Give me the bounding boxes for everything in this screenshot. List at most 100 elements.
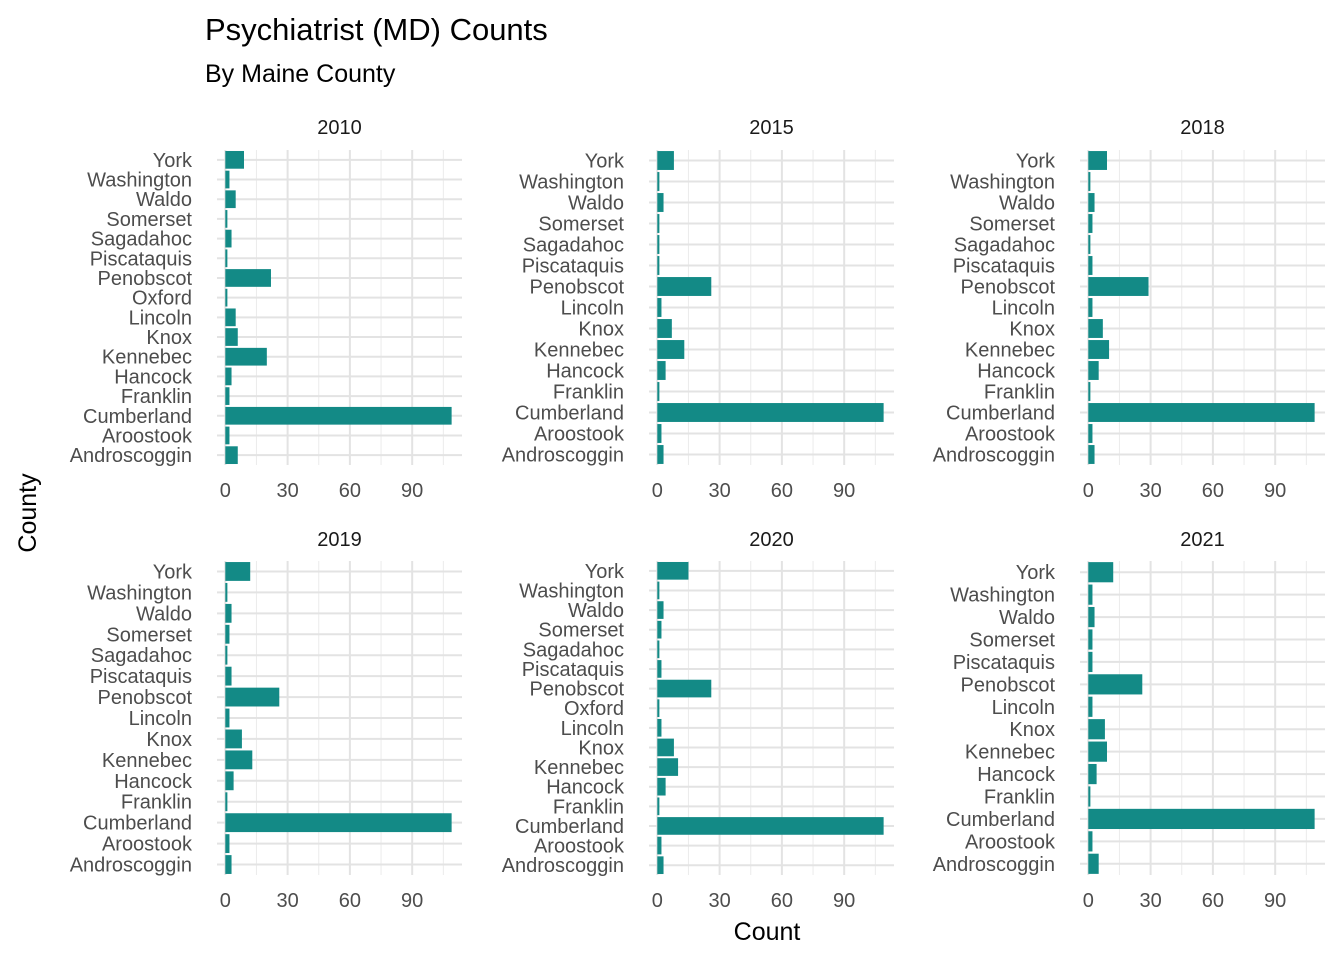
x-tick-label: 60	[771, 890, 793, 912]
y-tick-label: Lincoln	[992, 298, 1055, 320]
y-tick-label: Hancock	[114, 366, 193, 388]
bar-sagadahoc	[657, 640, 660, 659]
y-tick-label: Knox	[146, 327, 192, 349]
y-tick-label: York	[1016, 562, 1056, 584]
x-tick-label: 60	[1202, 890, 1224, 912]
y-tick-label: Knox	[1009, 319, 1055, 341]
y-tick-label: Franklin	[553, 796, 624, 818]
bar-piscataquis	[1088, 651, 1093, 673]
bar-franklin	[225, 792, 228, 812]
bar-aroostook	[657, 424, 662, 443]
x-tick-label: 60	[771, 480, 793, 502]
bar-cumberland	[225, 406, 452, 425]
bar-kennebec	[225, 347, 267, 366]
y-axis-title: County	[14, 473, 42, 553]
y-tick-label: Waldo	[136, 603, 192, 625]
y-tick-label: Oxford	[132, 288, 192, 310]
facet-label: 2020	[749, 529, 794, 551]
bar-penobscot	[1088, 674, 1143, 695]
bar-kennebec	[657, 340, 685, 359]
x-tick-label: 90	[833, 890, 855, 912]
bar-penobscot	[1088, 277, 1149, 296]
bar-kennebec	[225, 750, 253, 770]
bar-androscoggin	[1088, 853, 1099, 874]
y-tick-label: Kennebec	[534, 757, 624, 779]
facet-label: 2021	[1180, 529, 1225, 551]
y-tick-label: Sagadahoc	[91, 229, 192, 251]
y-tick-label: Penobscot	[960, 277, 1055, 299]
y-tick-label: Aroostook	[102, 425, 193, 447]
y-tick-label: Washington	[950, 172, 1055, 194]
facet-label: 2015	[749, 117, 794, 139]
x-tick-label: 90	[833, 480, 855, 502]
bar-piscataquis	[657, 660, 662, 678]
y-tick-label: Hancock	[546, 777, 625, 799]
y-tick-label: Aroostook	[965, 831, 1056, 853]
y-tick-label: Kennebec	[102, 750, 192, 772]
bar-aroostook	[225, 426, 230, 445]
y-tick-label: Cumberland	[946, 403, 1055, 425]
x-tick-label: 0	[652, 480, 663, 502]
bar-waldo	[225, 190, 236, 209]
bar-androscoggin	[225, 446, 238, 465]
bar-cumberland	[1088, 403, 1315, 422]
y-tick-label: Somerset	[106, 624, 192, 646]
y-tick-label: Somerset	[969, 214, 1055, 236]
y-tick-label: Hancock	[546, 361, 625, 383]
x-tick-label: 90	[401, 480, 423, 502]
bar-lincoln	[657, 718, 662, 737]
bar-york	[1088, 562, 1114, 583]
bar-sagadahoc	[225, 229, 232, 248]
y-tick-label: Aroostook	[102, 834, 193, 856]
bar-lincoln	[1088, 696, 1093, 717]
y-tick-label: Piscataquis	[953, 256, 1055, 278]
y-tick-label: Washington	[519, 580, 624, 602]
bar-somerset	[1088, 214, 1093, 233]
bar-knox	[657, 738, 674, 757]
bar-hancock	[225, 771, 234, 791]
y-tick-label: Cumberland	[946, 809, 1055, 831]
facet-label: 2019	[317, 529, 362, 551]
bar-sagadahoc	[1088, 235, 1091, 254]
y-tick-label: Androscoggin	[70, 855, 192, 877]
bar-franklin	[657, 382, 660, 401]
bar-lincoln	[657, 298, 662, 317]
y-tick-label: Knox	[1009, 719, 1055, 741]
bar-androscoggin	[225, 855, 232, 874]
y-tick-label: Franklin	[553, 382, 624, 404]
bar-cumberland	[657, 817, 884, 835]
y-tick-label: Kennebec	[534, 340, 624, 362]
bar-somerset	[657, 214, 660, 233]
bar-penobscot	[657, 679, 712, 698]
bar-penobscot	[225, 269, 271, 287]
bar-penobscot	[657, 277, 712, 296]
y-tick-label: Franklin	[121, 386, 192, 408]
x-tick-label: 90	[401, 890, 423, 912]
x-tick-label: 90	[1264, 890, 1286, 912]
x-axis-title: Count	[734, 918, 801, 946]
bar-somerset	[1088, 629, 1093, 650]
panel-2020: 2020 0 30 60 90 AndroscogginAroostookCumberla…	[502, 529, 894, 912]
y-tick-label: Franklin	[121, 792, 192, 814]
bar-washington	[1088, 172, 1091, 191]
y-tick-label: Washington	[950, 585, 1055, 607]
bar-aroostook	[1088, 831, 1093, 852]
x-tick-label: 30	[276, 890, 298, 912]
bar-knox	[1088, 319, 1103, 338]
bar-franklin	[1088, 786, 1091, 807]
y-tick-label: Lincoln	[561, 718, 624, 740]
bar-penobscot	[225, 687, 280, 707]
chart-subtitle: By Maine County	[205, 60, 396, 88]
bar-cumberland	[1088, 808, 1315, 830]
bar-hancock	[225, 367, 232, 386]
y-tick-label: Franklin	[984, 787, 1055, 809]
bar-washington	[225, 170, 230, 189]
chart-title: Psychiatrist (MD) Counts	[205, 12, 548, 47]
bar-hancock	[657, 361, 666, 380]
bar-kennebec	[1088, 340, 1110, 359]
y-tick-label: York	[153, 150, 193, 172]
bar-knox	[1088, 719, 1105, 740]
bar-hancock	[657, 777, 666, 796]
x-tick-label: 0	[1083, 890, 1094, 912]
